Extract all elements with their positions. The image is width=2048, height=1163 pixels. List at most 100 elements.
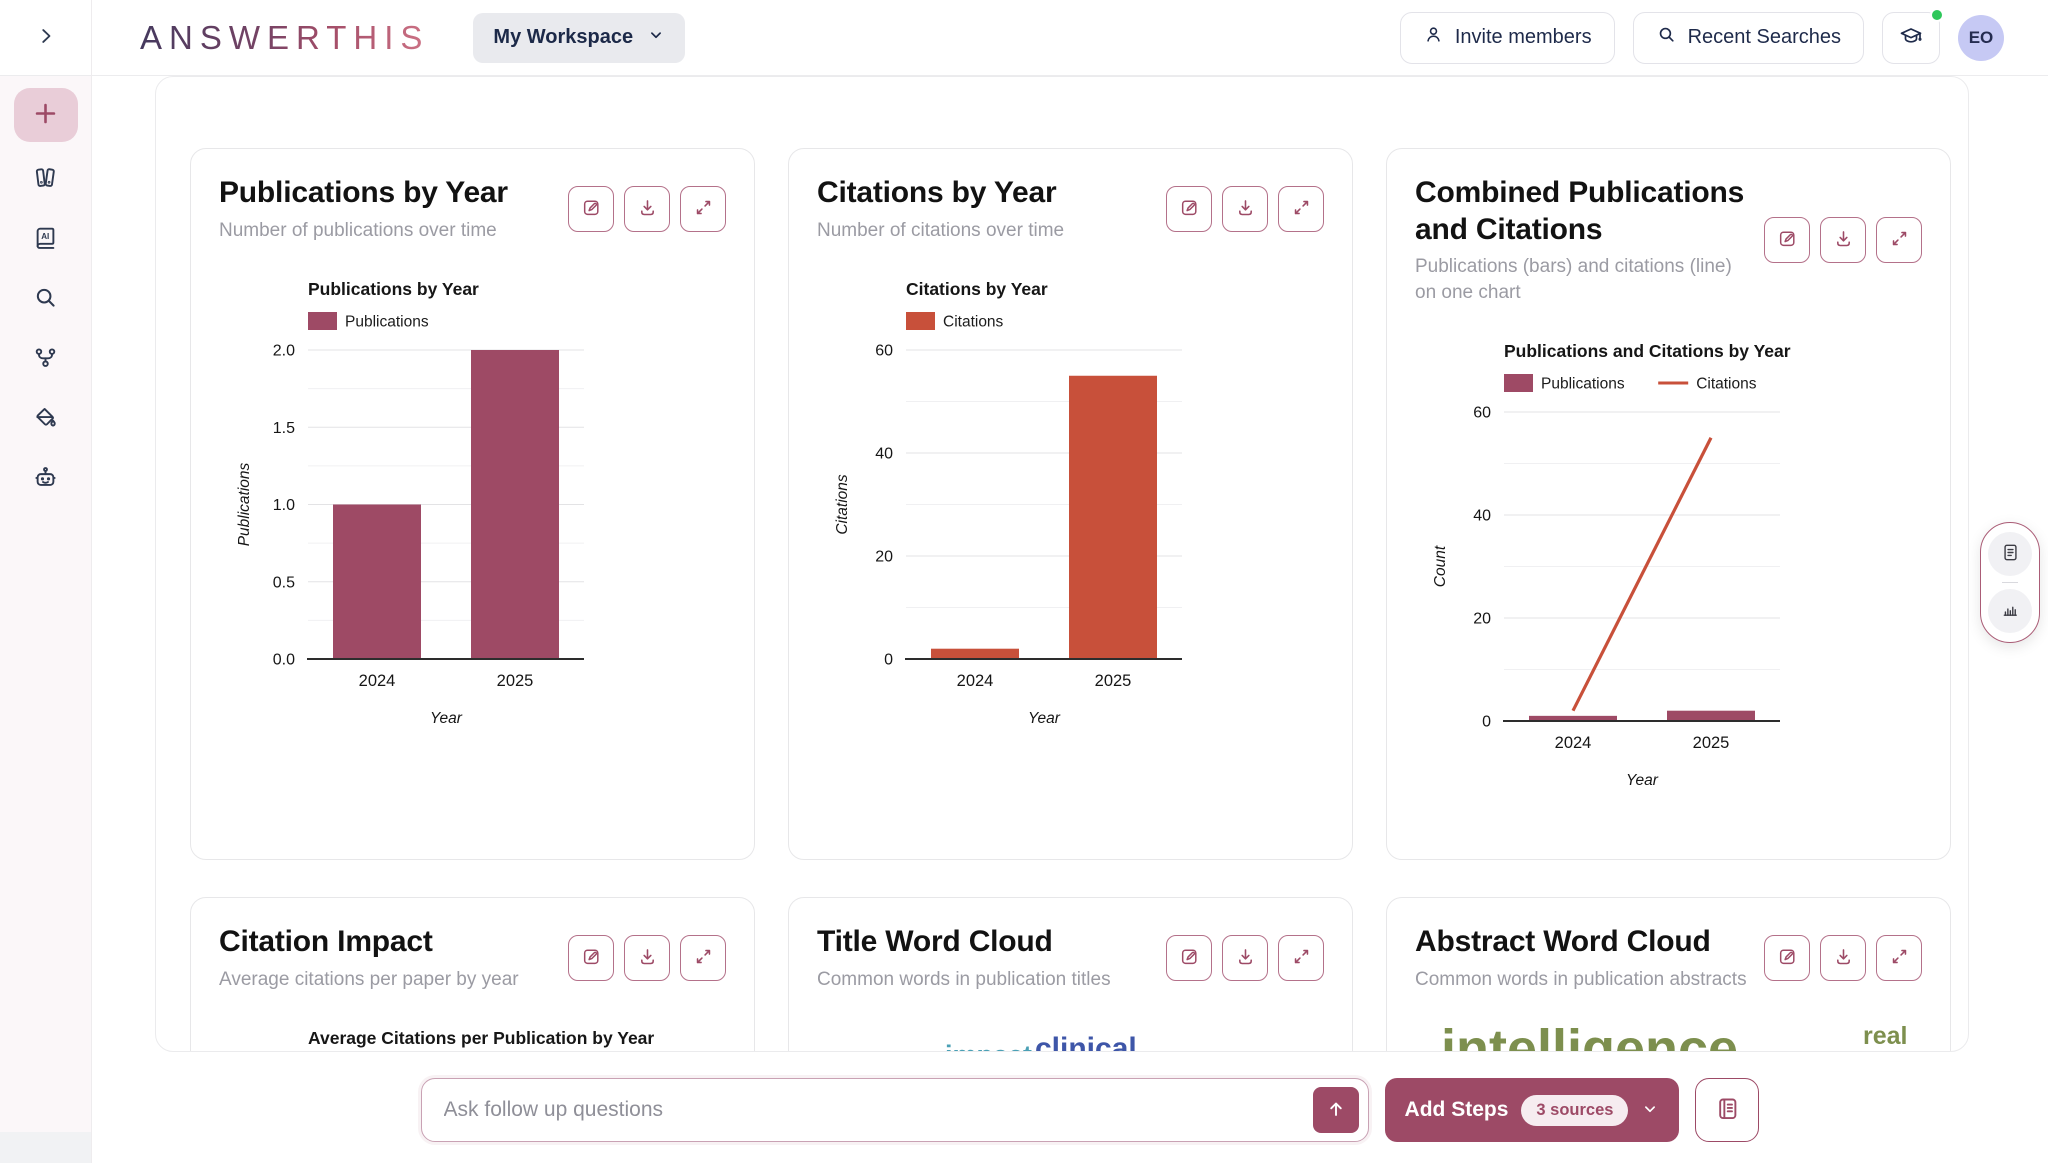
bottom-bar: Add Steps 3 sources [92, 1078, 2048, 1142]
chart-area: Publications and Citations by Year Public… [1415, 335, 1922, 804]
svg-text:2025: 2025 [497, 672, 534, 690]
card-title: Combined Publications and Citations [1415, 176, 1745, 246]
edit-chart-button[interactable] [1166, 935, 1212, 982]
sidebar-expand-button[interactable] [26, 18, 66, 58]
magnifier-icon [32, 284, 59, 314]
card-title: Title Word Cloud [817, 925, 1053, 958]
svg-text:Publications: Publications [1541, 376, 1625, 393]
chart-area: Average Citations per Publication by Yea… [219, 1022, 726, 1051]
workspace-dropdown[interactable]: My Workspace [473, 12, 686, 63]
followup-input[interactable] [443, 1098, 1302, 1122]
sidebar-nav: AI [0, 76, 91, 502]
card-title: Citation Impact [219, 925, 433, 958]
expand-icon [693, 197, 714, 221]
invite-members-label: Invite members [1454, 26, 1592, 48]
add-steps-button[interactable]: Add Steps 3 sources [1384, 1078, 1680, 1142]
robot-icon [32, 464, 59, 494]
card-subtitle: Common words in publication titles [817, 968, 1111, 990]
expand-chart-button[interactable] [1278, 935, 1324, 982]
card-title-wordcloud: Title Word Cloud Common words in publica… [788, 897, 1353, 1052]
send-button[interactable] [1312, 1087, 1359, 1133]
svg-text:0: 0 [884, 652, 893, 669]
card-subtitle: Number of citations over time [817, 219, 1065, 241]
edit-icon [1777, 228, 1798, 252]
svg-text:0.0: 0.0 [273, 652, 295, 669]
svg-text:Publications and Citations by: Publications and Citations by Year [1504, 341, 1791, 361]
card-header: Title Word Cloud Common words in publica… [817, 924, 1324, 992]
card-combined: Combined Publications and Citations Publ… [1386, 148, 1951, 860]
svg-text:20: 20 [1473, 611, 1491, 628]
download-icon [1833, 946, 1854, 970]
document-view-button[interactable] [1988, 532, 2032, 576]
download-chart-button[interactable] [624, 186, 670, 233]
followup-input-wrap [420, 1078, 1369, 1142]
cloud-word: clinical [1035, 1032, 1137, 1052]
sidebar-item-assistant[interactable] [23, 456, 69, 502]
notebook-button[interactable] [1695, 1078, 1760, 1142]
card-title: Citations by Year [817, 176, 1057, 209]
edit-chart-button[interactable] [1166, 186, 1212, 233]
sources-badge: 3 sources [1521, 1094, 1629, 1126]
svg-text:1.5: 1.5 [273, 420, 295, 437]
svg-text:Year: Year [1626, 772, 1659, 789]
user-avatar[interactable]: EO [1958, 14, 2004, 61]
notebook-icon [1714, 1095, 1741, 1125]
expand-chart-button[interactable] [680, 186, 726, 233]
title-wordcloud: impactclinicalartificial [817, 1022, 1324, 1052]
sidebar-item-ai-writer[interactable]: AI [23, 216, 69, 262]
card-header: Publications by Year Number of publicati… [219, 175, 726, 243]
card-actions [1764, 935, 1922, 982]
cloud-word: intelligence [1441, 1019, 1739, 1052]
card-subtitle: Average citations per paper by year [219, 968, 519, 990]
charts-view-button[interactable] [1988, 589, 2032, 633]
search-icon [1656, 24, 1677, 51]
svg-text:0.5: 0.5 [273, 574, 295, 591]
sidebar-item-themes[interactable] [23, 396, 69, 442]
document-icon [2000, 542, 2021, 566]
card-abstract-wordcloud: Abstract Word Cloud Common words in publ… [1386, 897, 1951, 1052]
expand-chart-button[interactable] [1876, 217, 1922, 264]
download-chart-button[interactable] [624, 935, 670, 982]
notification-dot [1930, 7, 1944, 22]
card-header: Combined Publications and Citations Publ… [1415, 175, 1922, 305]
edit-chart-button[interactable] [568, 935, 614, 982]
chart-area: Citations by Year Citations 0 20 40 60 2024 202… [817, 273, 1324, 742]
download-icon [1833, 228, 1854, 252]
svg-text:40: 40 [875, 446, 893, 463]
invite-members-button[interactable]: Invite members [1399, 11, 1615, 64]
sidebar-top [0, 0, 91, 76]
svg-text:Count: Count [1432, 546, 1449, 588]
download-chart-button[interactable] [1820, 935, 1866, 982]
expand-chart-button[interactable] [680, 935, 726, 982]
edit-chart-button[interactable] [1764, 935, 1810, 982]
svg-text:Year: Year [1028, 710, 1061, 727]
card-titles: Publications by Year Number of publicati… [219, 175, 556, 243]
chevron-down-icon [647, 26, 665, 50]
download-chart-button[interactable] [1222, 935, 1268, 982]
ai-book-icon: AI [32, 224, 59, 254]
tutorials-button[interactable] [1882, 7, 1944, 64]
card-subtitle: Number of publications over time [219, 219, 497, 241]
card-subtitle: Publications (bars) and citations (line)… [1415, 256, 1732, 303]
edit-chart-button[interactable] [568, 186, 614, 233]
card-title: Publications by Year [219, 176, 508, 209]
card-actions [1166, 186, 1324, 233]
expand-chart-button[interactable] [1876, 935, 1922, 982]
sidebar-item-workflow[interactable] [23, 336, 69, 382]
sidebar-item-library[interactable] [23, 156, 69, 202]
sidebar-item-new[interactable] [13, 88, 78, 142]
card-titles: Abstract Word Cloud Common words in publ… [1415, 924, 1752, 992]
svg-text:Citations: Citations [1696, 376, 1757, 393]
download-chart-button[interactable] [1222, 186, 1268, 233]
top-bar: ANSWERTHIS My Workspace Invite members R… [0, 0, 2048, 76]
recent-searches-button[interactable]: Recent Searches [1632, 11, 1864, 64]
download-chart-button[interactable] [1820, 217, 1866, 264]
expand-chart-button[interactable] [1278, 186, 1324, 233]
svg-text:Publications: Publications [236, 463, 253, 547]
workspace-label: My Workspace [493, 26, 634, 48]
svg-text:AI: AI [41, 232, 49, 241]
download-icon [1235, 946, 1256, 970]
card-actions [568, 186, 726, 233]
sidebar-item-search[interactable] [23, 276, 69, 322]
edit-chart-button[interactable] [1764, 217, 1810, 264]
